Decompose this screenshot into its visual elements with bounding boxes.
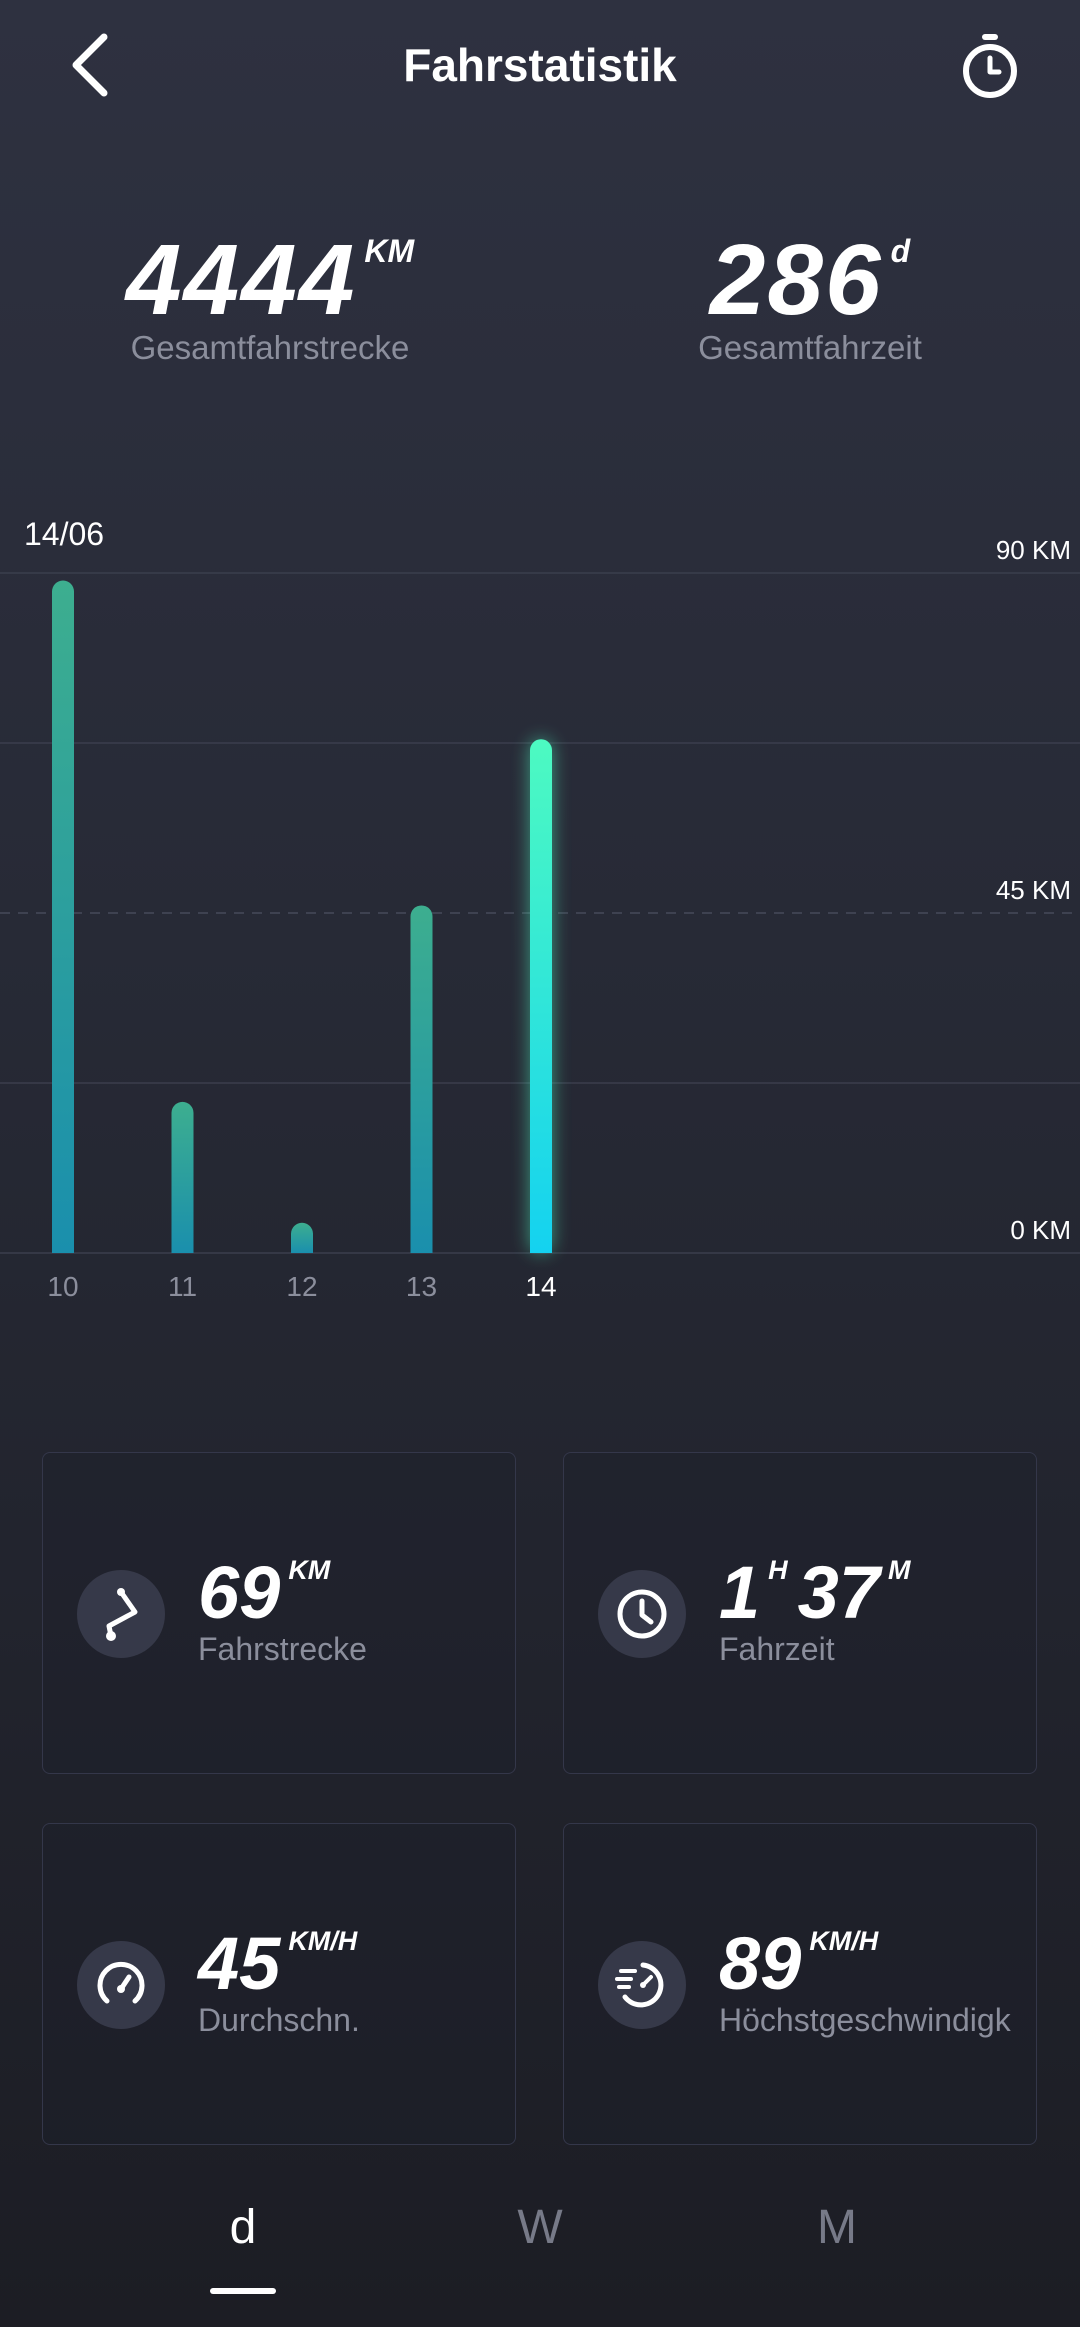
card-icon-bg xyxy=(598,1941,686,2029)
card-unit: KM xyxy=(288,1555,331,1585)
total-distance-label: Gesamtfahrstrecke xyxy=(130,329,410,366)
card-value: 89 xyxy=(719,1922,802,2005)
card-label: Durchschn. xyxy=(198,2002,360,2038)
bar[interactable] xyxy=(291,1222,313,1253)
card-unit: KM/H xyxy=(288,1926,358,1956)
card-unit-minutes: M xyxy=(887,1555,911,1585)
card-distance: 69 KM Fahrstrecke xyxy=(42,1452,516,1774)
period-tabs: d W M xyxy=(0,2200,1080,2310)
header: Fahrstatistik xyxy=(0,0,1080,130)
total-distance-value: 4444 xyxy=(125,224,357,336)
card-value-hours: 1 xyxy=(719,1551,761,1634)
card-average-speed: 45 KM/H Durchschn. xyxy=(42,1823,516,2145)
tab-week-label: W xyxy=(517,2201,563,2254)
x-tick-label: 13 xyxy=(406,1271,437,1302)
total-time: 286 d Gesamtfahrzeit xyxy=(660,225,960,367)
card-icon-bg xyxy=(598,1570,686,1658)
total-time-value: 286 xyxy=(709,224,883,336)
bar[interactable] xyxy=(171,1101,194,1253)
tab-day-label: d xyxy=(229,2201,257,2254)
total-distance-unit: KM xyxy=(364,233,415,269)
speedometer-icon xyxy=(97,1961,145,2004)
chevron-left-icon xyxy=(72,33,108,97)
card-icon-bg xyxy=(77,1570,165,1658)
page-title: Fahrstatistik xyxy=(403,39,677,91)
card-label: Fahrzeit xyxy=(719,1631,835,1667)
active-tab-indicator xyxy=(210,2288,276,2294)
x-tick-label: 10 xyxy=(47,1271,78,1302)
tab-day[interactable]: d xyxy=(163,2200,323,2294)
total-distance: 4444 KM Gesamtfahrstrecke xyxy=(100,225,440,367)
card-max-speed: 89 KM/H Höchstgeschwindigk xyxy=(563,1823,1037,2145)
total-time-unit: d xyxy=(890,233,911,269)
fast-speed-icon xyxy=(615,1962,664,2008)
clock-icon xyxy=(617,1589,667,1639)
route-icon xyxy=(106,1588,138,1641)
tab-week[interactable]: W xyxy=(460,2200,620,2255)
card-label: Höchstgeschwindigk xyxy=(719,2002,1011,2038)
card-ride-time: 1 H 37 M Fahrzeit xyxy=(563,1452,1037,1774)
y-tick-label: 0 KM xyxy=(1010,1215,1071,1245)
x-tick-label: 12 xyxy=(286,1271,317,1302)
distance-bar-chart: 14/06 0 KM 45 KM 90 KM 10 11 12 13 14 xyxy=(0,516,1080,1302)
bar-active[interactable] xyxy=(530,739,552,1253)
tab-month-label: M xyxy=(817,2201,857,2254)
bar[interactable] xyxy=(52,580,74,1253)
total-time-label: Gesamtfahrzeit xyxy=(698,329,922,366)
bar[interactable] xyxy=(410,905,433,1253)
card-unit-hours: H xyxy=(768,1555,788,1585)
card-value-minutes: 37 xyxy=(797,1551,880,1634)
timer-button[interactable] xyxy=(955,28,1025,104)
card-value: 45 xyxy=(198,1922,281,2005)
stopwatch-icon xyxy=(963,34,1017,98)
back-button[interactable] xyxy=(55,25,125,105)
tab-month[interactable]: M xyxy=(757,2200,917,2255)
totals-section: 4444 KM Gesamtfahrstrecke 286 d Gesamtfahr… xyxy=(0,225,1080,385)
y-tick-label: 90 KM xyxy=(996,535,1071,565)
card-value: 69 xyxy=(198,1551,281,1634)
y-tick-label: 45 KM xyxy=(996,875,1071,905)
x-tick-label: 11 xyxy=(168,1271,197,1302)
chart-title: 14/06 xyxy=(24,516,104,552)
card-label: Fahrstrecke xyxy=(198,1631,367,1667)
card-icon-bg xyxy=(77,1941,165,2029)
x-tick-label: 14 xyxy=(525,1271,556,1302)
card-unit: KM/H xyxy=(809,1926,879,1956)
